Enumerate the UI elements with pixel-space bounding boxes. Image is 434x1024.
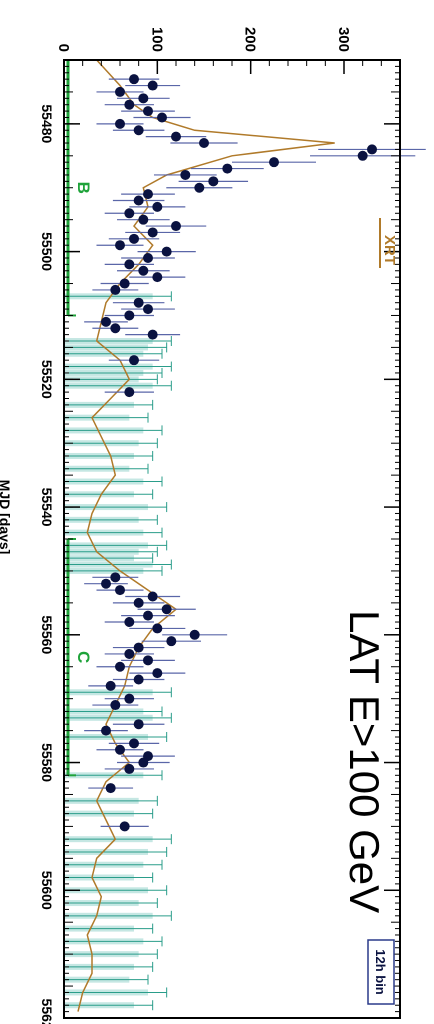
lat-point <box>115 240 125 251</box>
x-tick-label: 55540 <box>39 488 55 527</box>
lat-point <box>171 131 181 142</box>
lat-point <box>222 163 233 174</box>
lat-error-band <box>63 291 172 1011</box>
lat-point <box>124 693 135 704</box>
lat-point <box>115 118 125 129</box>
lat-point <box>110 323 121 334</box>
lat-point <box>124 617 135 628</box>
lat-point <box>138 757 149 768</box>
lat-point <box>124 99 135 110</box>
axes: 55480 55500 55520 55540 55560 55580 55600 55620… <box>39 27 401 1024</box>
lat-point <box>133 642 144 653</box>
lat-point <box>124 763 135 774</box>
lat-point <box>180 169 191 180</box>
lat-point <box>147 227 158 238</box>
lat-point <box>171 221 181 232</box>
lat-series <box>84 74 426 832</box>
lat-point <box>143 655 153 666</box>
lat-point <box>129 355 139 366</box>
lat-point <box>101 725 111 736</box>
lat-point <box>115 661 125 672</box>
lat-point <box>133 125 144 136</box>
lat-point <box>110 572 121 583</box>
lat-point <box>152 623 163 634</box>
lat-point <box>101 578 111 589</box>
lat-point <box>199 138 209 149</box>
lat-point <box>105 783 116 794</box>
lat-point <box>152 272 163 283</box>
lat-point <box>147 591 158 602</box>
y-tick-label: 100 <box>148 27 165 52</box>
lat-point <box>157 112 167 123</box>
lat-point <box>357 150 368 161</box>
lat-point <box>124 259 135 270</box>
lat-point <box>105 680 116 691</box>
lat-point <box>194 182 205 193</box>
lat-point <box>115 86 125 97</box>
lat-point <box>147 329 158 340</box>
y-tick-label: 300 <box>335 27 352 52</box>
lat-point <box>133 195 144 206</box>
lat-point <box>269 157 279 168</box>
lat-point <box>133 597 144 608</box>
lat-point <box>133 674 144 685</box>
lat-point <box>110 700 121 711</box>
lat-point <box>115 585 125 596</box>
lat-point <box>143 252 153 263</box>
lat-point <box>208 176 219 187</box>
lat-point <box>119 278 130 289</box>
x-tick-label: 55560 <box>39 615 55 654</box>
xrt-legend-label: XRT <box>381 235 398 265</box>
lat-point <box>133 719 144 730</box>
lat-point <box>133 297 144 308</box>
lat-point <box>161 604 172 615</box>
lat-point <box>138 93 149 104</box>
lat-point <box>367 144 377 155</box>
lat-point <box>101 316 111 327</box>
lat-point <box>152 668 163 679</box>
lat-point <box>129 74 139 85</box>
bin-badge <box>367 939 395 1005</box>
lat-point <box>129 738 139 749</box>
y-tick-label: 0 <box>55 44 72 52</box>
lat-point <box>166 636 177 647</box>
lat-point <box>152 201 163 212</box>
lat-point <box>138 265 149 276</box>
lat-point <box>119 821 130 832</box>
lat-point <box>143 189 153 200</box>
lat-point <box>138 214 149 225</box>
lat-point <box>143 610 153 621</box>
xrt-line <box>77 59 335 1012</box>
y-tick-label: 200 <box>242 27 259 52</box>
x-axis-label: MJD [days] <box>0 480 13 555</box>
x-tick-label: 55480 <box>39 104 55 143</box>
lat-point <box>124 208 135 219</box>
lat-point <box>189 629 200 640</box>
x-tick-label: 55520 <box>39 360 55 399</box>
lat-point <box>143 106 153 117</box>
lat-point <box>124 310 135 321</box>
x-tick-label: 55600 <box>39 871 55 910</box>
lat-point <box>115 744 125 755</box>
x-tick-label: 55500 <box>39 232 55 271</box>
lat-point <box>161 246 172 257</box>
lat-point <box>124 648 135 659</box>
lat-point <box>129 233 139 244</box>
x-tick-label: 55620 <box>39 999 55 1024</box>
period-label: B <box>74 182 93 194</box>
period-label: C <box>74 651 93 663</box>
lat-point <box>143 304 153 315</box>
x-tick-label: 55580 <box>39 743 55 782</box>
lat-point <box>147 80 158 91</box>
chart-title: LAT E>100 GeV <box>341 610 388 913</box>
xrt-series <box>77 59 335 1012</box>
lat-point <box>110 284 121 295</box>
bin-badge-label: 12h bin <box>373 949 388 995</box>
lat-point <box>124 387 135 398</box>
